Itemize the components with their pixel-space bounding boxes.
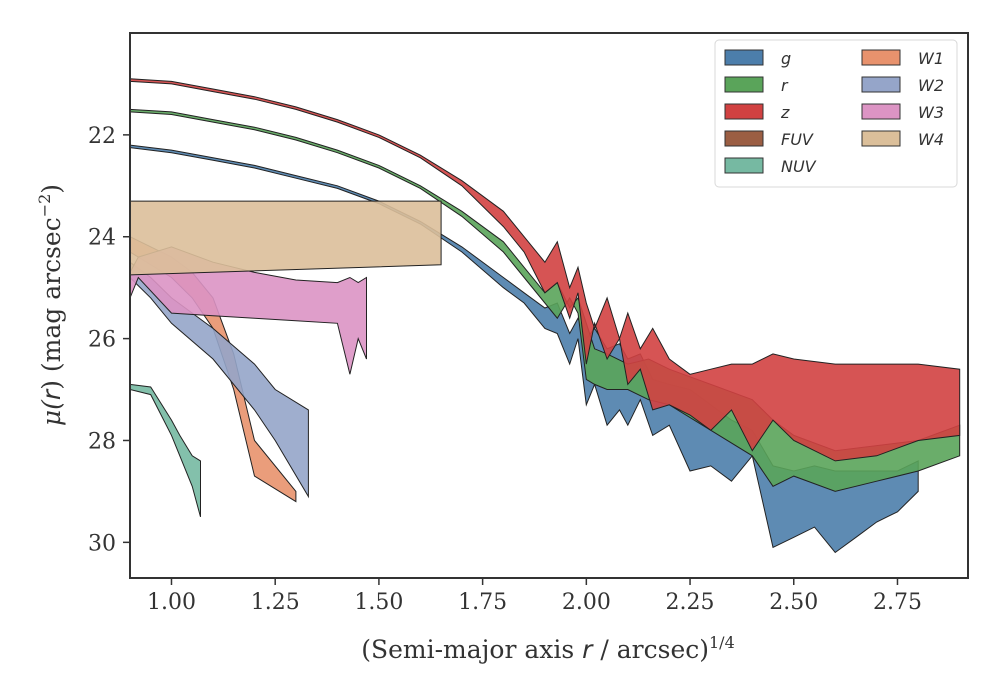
- y-tick-label: 24: [88, 226, 116, 251]
- y-axis: 22 24 26 28 30: [88, 124, 130, 556]
- x-tick-label: 1.50: [354, 590, 403, 615]
- area-r: [130, 108, 961, 492]
- area-nuv: [130, 383, 201, 518]
- x-axis: 1.00 1.25 1.50 1.75 2.00 2.25 2.50 2.75: [147, 578, 922, 615]
- y-tick-label: 26: [88, 328, 116, 353]
- x-tick-label: 2.50: [769, 590, 818, 615]
- legend-label-w2: W2: [918, 76, 944, 95]
- x-tick-label: 2.75: [873, 590, 922, 615]
- x-tick-label: 1.00: [147, 590, 196, 615]
- legend: grz FUV NUV W1 W2 W3 W4: [714, 39, 958, 188]
- x-tick-label: 2.25: [666, 590, 715, 615]
- legend-label-z: z: [780, 103, 790, 122]
- y-axis-title: μ(r) (mag arcsec−2): [35, 184, 66, 426]
- y-tick-label: 28: [88, 429, 116, 454]
- plot-areas: [130, 78, 961, 554]
- x-axis-title: (Semi-major axis r / arcsec)1/4: [361, 633, 735, 664]
- plot-frame: [129, 32, 969, 579]
- y-tick-label: 22: [88, 124, 116, 149]
- legend-swatch-w1: [861, 49, 901, 66]
- legend-label-g: g: [781, 49, 791, 68]
- legend-label-w1: W1: [918, 49, 944, 68]
- legend-label-fuv: FUV: [781, 130, 814, 149]
- legend-swatch-w2: [861, 76, 901, 93]
- legend-label-w3: W3: [918, 103, 944, 122]
- legend-swatch-z: [724, 103, 764, 120]
- legend-swatch-r: [724, 76, 764, 93]
- legend-label-w4: W4: [918, 130, 944, 149]
- legend-label-nuv: NUV: [781, 157, 817, 176]
- y-tick-label: 30: [88, 531, 116, 556]
- legend-swatch-g: [724, 49, 764, 66]
- legend-swatch-fuv: [724, 130, 764, 147]
- legend-swatch-nuv: [724, 157, 764, 174]
- x-tick-label: 2.00: [562, 590, 611, 615]
- legend-swatch-w4: [861, 130, 901, 147]
- legend-label-r: r: [781, 76, 789, 95]
- area-z: [130, 78, 961, 462]
- legend-swatch-w3: [861, 103, 901, 120]
- area-w4: [130, 200, 442, 276]
- x-tick-label: 1.75: [458, 590, 507, 615]
- x-tick-label: 1.25: [251, 590, 300, 615]
